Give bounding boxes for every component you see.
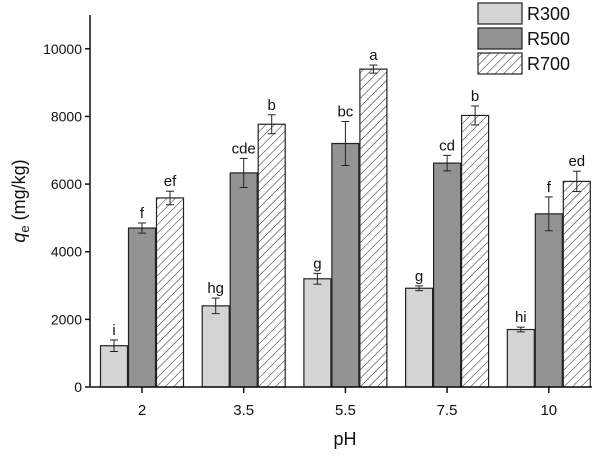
legend-swatch-r500 [477, 27, 523, 50]
y-tick-label: 0 [74, 379, 82, 395]
significance-label: hg [207, 280, 224, 297]
significance-label: i [112, 322, 115, 339]
bars-layer: i hg g g hi f cde bc cd f ef b a b ed [99, 47, 591, 388]
y-tick-label: 8000 [51, 108, 82, 124]
x-axis-label: pH [333, 429, 356, 449]
legend-label: R500 [527, 29, 570, 49]
significance-label: b [268, 97, 276, 114]
legend-label: R700 [527, 54, 570, 74]
significance-label: a [369, 47, 378, 64]
y-axis-subscript: e [17, 225, 32, 232]
significance-label: cd [439, 137, 455, 154]
bar-r700 [155, 197, 185, 388]
bar-r300 [506, 328, 535, 388]
legend: R300 R500 R700 [477, 2, 570, 75]
significance-label: b [471, 88, 479, 105]
bar-r500 [331, 142, 360, 388]
significance-label: f [140, 205, 145, 222]
bar-r500 [433, 162, 462, 388]
x-tick-label: 7.5 [437, 402, 458, 419]
y-tick-label: 10000 [43, 41, 82, 57]
axes [89, 15, 592, 388]
bar-r300 [99, 345, 129, 388]
x-tick-label: 3.5 [233, 402, 254, 419]
x-tick-label: 10 [540, 402, 557, 419]
legend-swatch-r700 [477, 52, 523, 75]
significance-label: g [313, 255, 321, 272]
y-tick-label: 6000 [51, 176, 82, 192]
significance-label: hi [515, 309, 527, 326]
bar-r700 [359, 68, 388, 388]
bar-r500 [534, 213, 563, 388]
bar-r300 [303, 278, 332, 388]
bar-r700 [461, 114, 490, 388]
bar-r300 [405, 287, 434, 388]
bar-r500 [229, 172, 258, 388]
legend-label: R300 [527, 4, 570, 24]
significance-label: bc [337, 104, 353, 121]
y-axis-symbol: q [9, 233, 29, 243]
y-axis-unit: (mg/kg) [9, 159, 29, 225]
bar-r300 [201, 305, 230, 388]
x-tick-label: 5.5 [335, 402, 356, 419]
y-tick-label: 2000 [51, 311, 82, 327]
ticks-layer: 0 2000 4000 6000 8000 10000 2 3.5 5.5 7.5 10 [43, 41, 557, 419]
bar-r700 [257, 123, 286, 388]
significance-label: g [415, 268, 423, 285]
significance-label: cde [232, 140, 256, 157]
significance-label: ed [568, 153, 585, 170]
y-axis-label: qe (mg/kg) [9, 159, 32, 242]
bar-r500 [127, 227, 157, 388]
significance-label: ef [164, 173, 177, 190]
bar-r700 [562, 180, 591, 388]
legend-swatch-r300 [477, 2, 523, 25]
x-tick-label: 2 [138, 402, 146, 419]
y-tick-label: 4000 [51, 244, 82, 260]
significance-label: f [547, 179, 552, 196]
